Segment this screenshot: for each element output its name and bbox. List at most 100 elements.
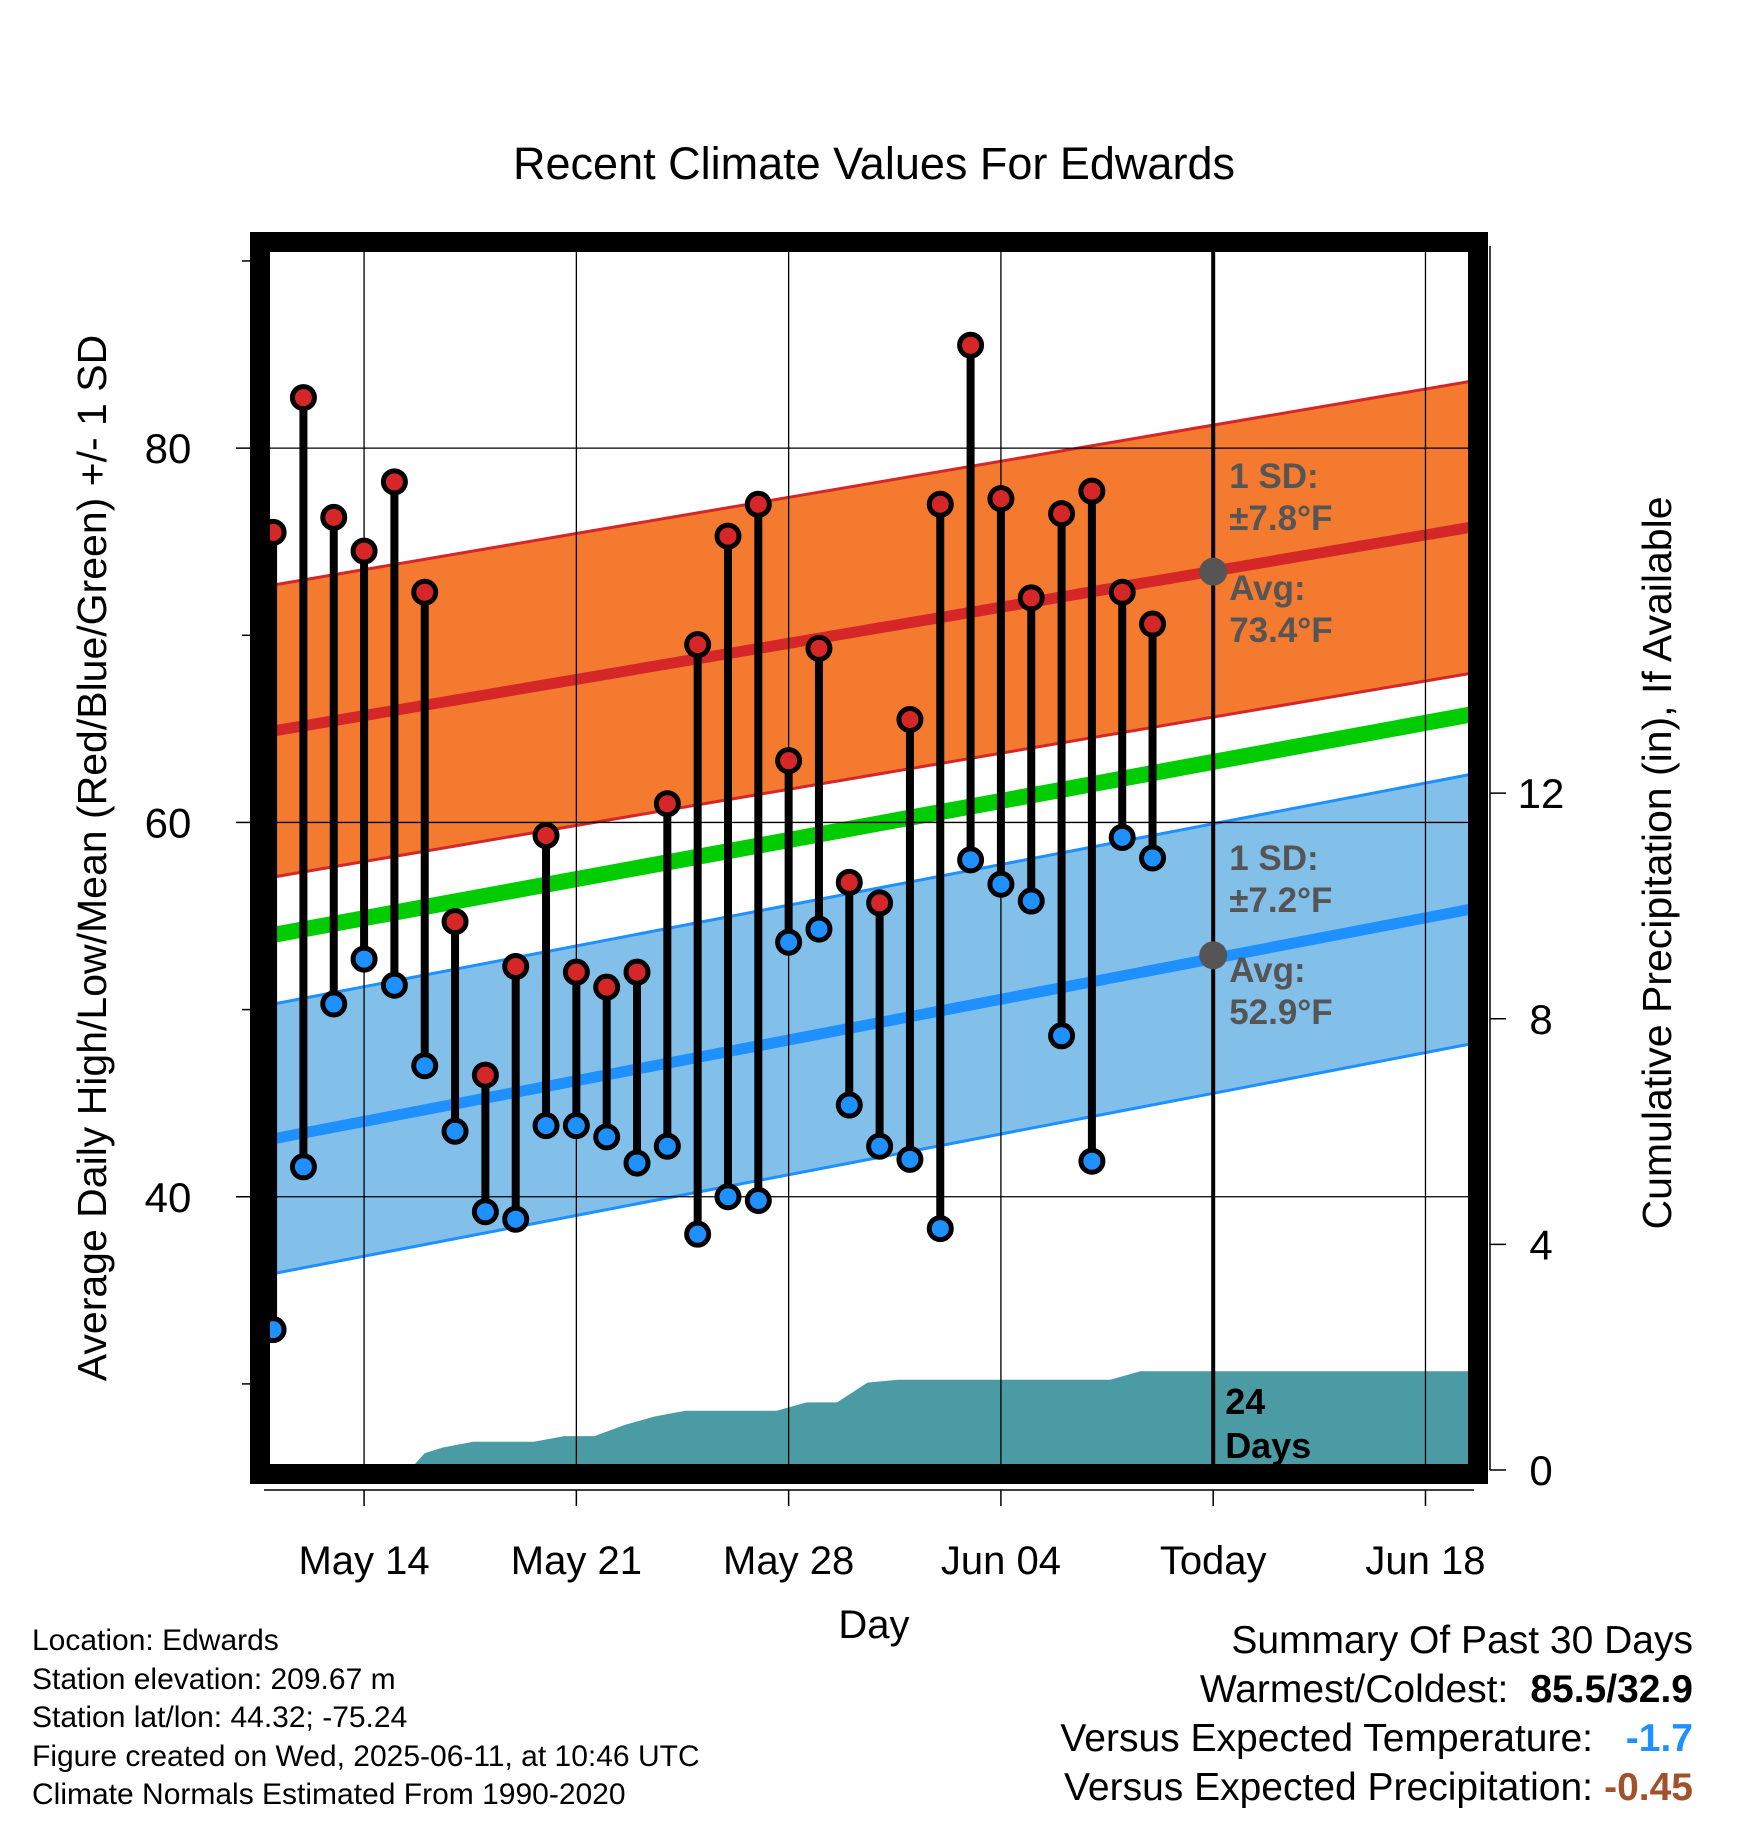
low-band-lower-edge (263, 1041, 1475, 1277)
daily-low-point (987, 870, 1015, 898)
daily-low-point (835, 1091, 863, 1119)
chart-title: Recent Climate Values For Edwards (513, 138, 1235, 189)
x-tick-label: Jun 04 (941, 1539, 1061, 1583)
day-observation (1078, 477, 1106, 1175)
y-right-tick-label: 12 (1518, 770, 1565, 817)
daily-high-point (320, 503, 348, 531)
day-observation (350, 537, 378, 973)
daily-high-point (714, 522, 742, 550)
day-observation (502, 953, 530, 1233)
low-sd-label: 1 SD: (1229, 839, 1318, 878)
daily-low-point (1108, 823, 1136, 851)
x-tick-label: Jun 18 (1365, 1539, 1485, 1583)
day-observation (532, 822, 560, 1140)
precipitation-anomaly-value: -0.45 (1604, 1766, 1693, 1809)
y-right-tick-label: 0 (1529, 1447, 1552, 1494)
daily-high-point (835, 868, 863, 896)
y-left-tick-label: 40 (145, 1174, 192, 1221)
y-left-tick-label: 60 (145, 799, 192, 846)
daily-low-point (350, 945, 378, 973)
y-right-tick-label: 4 (1529, 1221, 1552, 1268)
daily-high-point (1048, 500, 1076, 528)
daily-high-point (350, 537, 378, 565)
day-observation (926, 490, 954, 1243)
high-sd-value: ±7.8°F (1229, 499, 1332, 538)
day-observation (987, 485, 1015, 898)
day-observation (714, 522, 742, 1211)
daily-high-point (289, 384, 317, 412)
daily-low-point (775, 928, 803, 956)
x-tick-label: May 28 (723, 1539, 854, 1583)
precipitation-area (409, 1371, 1474, 1470)
daily-high-point (866, 889, 894, 917)
day-observation (835, 868, 863, 1119)
daily-low-point (805, 915, 833, 943)
day-observation (866, 889, 894, 1160)
daily-low-point (289, 1153, 317, 1181)
daily-low-point (1017, 887, 1045, 915)
day-observation (896, 706, 924, 1173)
y-right-axis-label: Cumulative Precipitation (in), If Availa… (1634, 496, 1680, 1229)
daily-high-point (623, 958, 651, 986)
day-observation (441, 908, 469, 1145)
day-observation (471, 1061, 499, 1226)
high-band-upper-edge (263, 379, 1475, 589)
x-axis-label: Day (838, 1603, 909, 1647)
normal-mean-line (262, 706, 1476, 945)
latlon-text: Station lat/lon: 44.32; -75.24 (32, 1701, 408, 1734)
day-observation (957, 331, 985, 874)
precip-days-count: 24 (1225, 1381, 1265, 1422)
today-normal-low-marker (1199, 941, 1228, 970)
day-observation (411, 578, 439, 1080)
daily-high-point (1078, 477, 1106, 505)
daily-high-point (684, 631, 712, 659)
location-text: Location: Edwards (32, 1624, 279, 1657)
temperature-anomaly-label: Versus Expected Temperature: (1060, 1717, 1593, 1760)
daily-high-point (653, 790, 681, 818)
daily-low-point (441, 1117, 469, 1145)
high-avg-label: Avg: (1229, 569, 1305, 608)
daily-high-point (926, 490, 954, 518)
day-observation (744, 490, 772, 1214)
summary-title: Summary Of Past 30 Days (1231, 1619, 1693, 1662)
daily-high-point (957, 331, 985, 359)
temperature-anomaly-row: Versus Expected Temperature: -1.7 (1060, 1714, 1693, 1763)
precipitation-fill (409, 1371, 1474, 1470)
daily-high-point (896, 706, 924, 734)
high-sd-label: 1 SD: (1229, 457, 1318, 496)
y-right-tick-label: 8 (1529, 996, 1552, 1043)
created-text: Figure created on Wed, 2025-06-11, at 10… (32, 1739, 700, 1773)
day-observation (653, 790, 681, 1160)
precipitation-anomaly-label: Versus Expected Precipitation: (1064, 1766, 1593, 1809)
daily-low-point (562, 1112, 590, 1140)
plot-frame (250, 232, 1488, 1484)
day-observation (805, 634, 833, 943)
y-left-axis-label: Average Daily High/Low/Mean (Red/Blue/Gr… (69, 335, 115, 1381)
warmest-coldest-row: Warmest/Coldest: 85.5/32.9 (1060, 1665, 1693, 1714)
x-tick-label: Today (1160, 1539, 1267, 1583)
daily-low-point (1139, 844, 1167, 872)
daily-low-point (1048, 1022, 1076, 1050)
warmest-coldest-label: Warmest/Coldest: (1199, 1668, 1509, 1711)
day-observation (380, 468, 408, 999)
daily-low-point (957, 846, 985, 874)
daily-high-point (1139, 610, 1167, 638)
daily-high-point (441, 908, 469, 936)
day-observation (684, 631, 712, 1248)
low-sd-value: ±7.2°F (1229, 881, 1332, 920)
x-tick-label: May 21 (511, 1539, 642, 1583)
precip-days-label: Days (1225, 1425, 1311, 1466)
daily-high-point (593, 973, 621, 1001)
normal-bands (262, 379, 1476, 1277)
day-observation (593, 973, 621, 1151)
normal-high-line (263, 521, 1475, 739)
low-avg-label: Avg: (1229, 951, 1305, 990)
daily-temperatures (259, 331, 1167, 1344)
high-avg-value: 73.4°F (1229, 611, 1333, 650)
today-normal-high-marker (1199, 557, 1228, 586)
daily-low-point (471, 1198, 499, 1226)
daily-high-point (411, 578, 439, 606)
low-band-upper-edge (263, 772, 1475, 1008)
